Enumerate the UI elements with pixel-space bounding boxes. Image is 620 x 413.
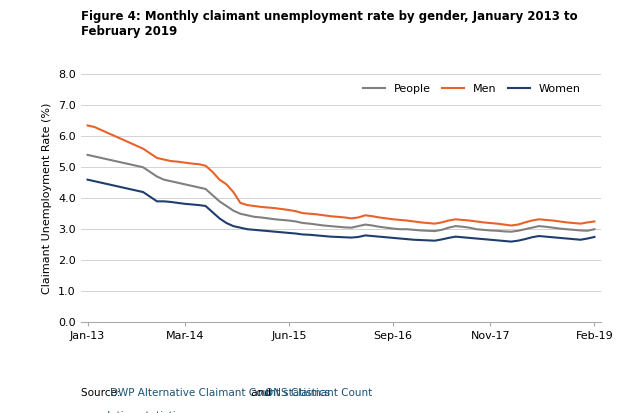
Women xyxy=(368,234,376,239)
Men xyxy=(84,123,91,128)
Women xyxy=(84,177,91,182)
Men xyxy=(195,162,202,167)
People xyxy=(361,222,369,227)
People xyxy=(250,214,258,219)
Women xyxy=(549,235,557,240)
Men xyxy=(368,214,376,219)
Women xyxy=(591,235,598,240)
Women xyxy=(250,227,258,232)
Women xyxy=(361,233,369,238)
Women xyxy=(188,202,195,207)
Line: People: People xyxy=(87,155,595,232)
People xyxy=(368,223,376,228)
Text: population statistics.: population statistics. xyxy=(81,411,190,413)
Men xyxy=(591,219,598,224)
People xyxy=(549,225,557,230)
Men xyxy=(250,204,258,209)
Line: Women: Women xyxy=(87,180,595,242)
People xyxy=(195,185,202,190)
Men xyxy=(549,218,557,223)
Line: Men: Men xyxy=(87,126,595,225)
Men xyxy=(188,161,195,166)
Text: ONS Claimant Count: ONS Claimant Count xyxy=(265,388,373,398)
Text: and: and xyxy=(248,388,274,398)
People xyxy=(591,227,598,232)
Men xyxy=(361,213,369,218)
Women xyxy=(195,203,202,208)
Legend: People, Men, Women: People, Men, Women xyxy=(358,80,585,99)
Y-axis label: Claimant Unemployment Rate (%): Claimant Unemployment Rate (%) xyxy=(42,102,53,294)
Text: DWP Alternative Claimant Count statistics: DWP Alternative Claimant Count statistic… xyxy=(110,388,330,398)
People xyxy=(84,152,91,157)
Women xyxy=(507,239,515,244)
People xyxy=(188,183,195,188)
People xyxy=(507,229,515,234)
Text: Source:: Source: xyxy=(81,388,123,398)
Text: Figure 4: Monthly claimant unemployment rate by gender, January 2013 to
February: Figure 4: Monthly claimant unemployment … xyxy=(81,10,577,38)
Men xyxy=(507,223,515,228)
